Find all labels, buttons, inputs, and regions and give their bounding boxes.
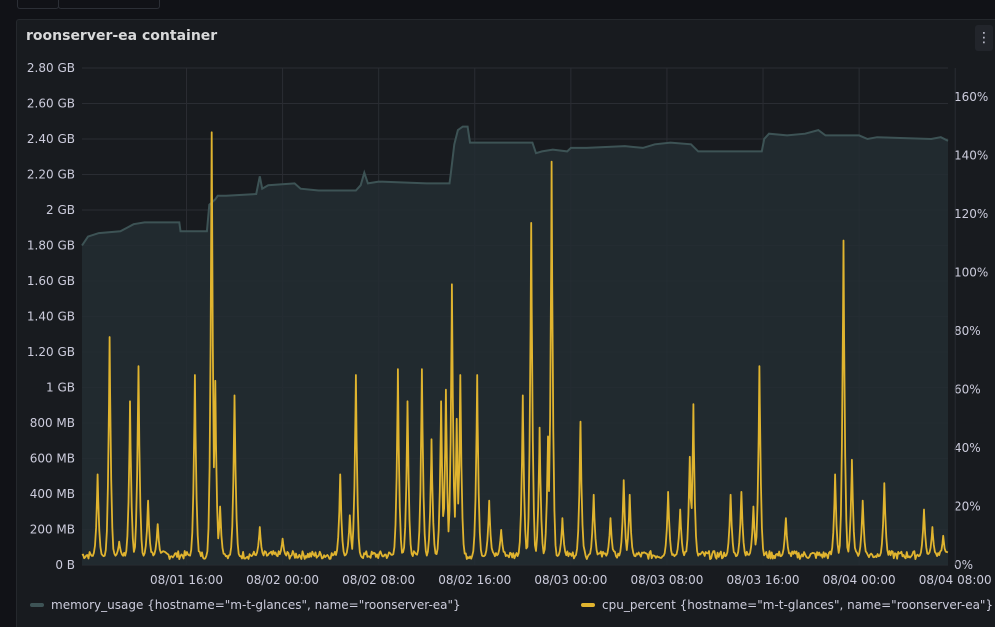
x-tick-label: 08/02 08:00 <box>342 573 415 587</box>
y-left-tick-label: 800 MB <box>30 416 75 430</box>
y-left-tick-label: 1.20 GB <box>27 345 75 359</box>
y-left-tick-label: 400 MB <box>30 487 75 501</box>
y-right-tick-label: 140% <box>954 149 988 163</box>
y-left-tick-label: 1.40 GB <box>27 310 75 324</box>
memory-usage-line <box>81 125 949 247</box>
legend-label: cpu_percent {hostname="m-t-glances", nam… <box>602 598 993 612</box>
x-tick-label: 08/04 08:00 <box>919 573 992 587</box>
legend-swatch <box>581 603 595 607</box>
y-left-tick-label: 2.40 GB <box>27 132 75 146</box>
x-tick-label: 08/02 00:00 <box>246 573 319 587</box>
cpu-percent-line <box>81 131 949 560</box>
y-left-tick-label: 2 GB <box>46 203 75 217</box>
y-left-tick-label: 200 MB <box>30 523 75 537</box>
y-right-tick-label: 60% <box>954 383 981 397</box>
y-left-tick-label: 2.60 GB <box>27 97 75 111</box>
y-left-tick-label: 600 MB <box>30 452 75 466</box>
y-right-tick-label: 20% <box>954 500 981 514</box>
y-right-tick-label: 120% <box>954 207 988 221</box>
x-tick-label: 08/03 16:00 <box>727 573 800 587</box>
memory-usage-area <box>82 126 948 565</box>
y-left-tick-label: 2.20 GB <box>27 168 75 182</box>
y-right-tick-label: 40% <box>954 441 981 455</box>
y-left-tick-label: 1.60 GB <box>27 274 75 288</box>
y-left-tick-label: 1 GB <box>46 381 75 395</box>
x-tick-label: 08/02 16:00 <box>438 573 511 587</box>
panel-title: roonserver-ea container <box>26 28 218 44</box>
x-tick-label: 08/03 08:00 <box>630 573 703 587</box>
panel-menu-icon[interactable]: ⋮ <box>975 25 993 51</box>
y-left-tick-label: 2.80 GB <box>27 61 75 75</box>
toolbar-button-right[interactable] <box>58 0 160 9</box>
y-right-tick-label: 0% <box>954 558 973 572</box>
y-left-tick-label: 1.80 GB <box>27 239 75 253</box>
y-right-tick-label: 80% <box>954 324 981 338</box>
y-right-tick-label: 160% <box>954 90 988 104</box>
x-tick-label: 08/01 16:00 <box>150 573 223 587</box>
legend-swatch <box>30 603 44 607</box>
y-right-tick-label: 100% <box>954 266 988 280</box>
x-tick-label: 08/04 00:00 <box>823 573 896 587</box>
toolbar-remnant <box>0 0 995 12</box>
y-left-tick-label: 0 B <box>55 558 75 572</box>
x-tick-label: 08/03 00:00 <box>534 573 607 587</box>
legend-label: memory_usage {hostname="m-t-glances", na… <box>51 598 461 612</box>
